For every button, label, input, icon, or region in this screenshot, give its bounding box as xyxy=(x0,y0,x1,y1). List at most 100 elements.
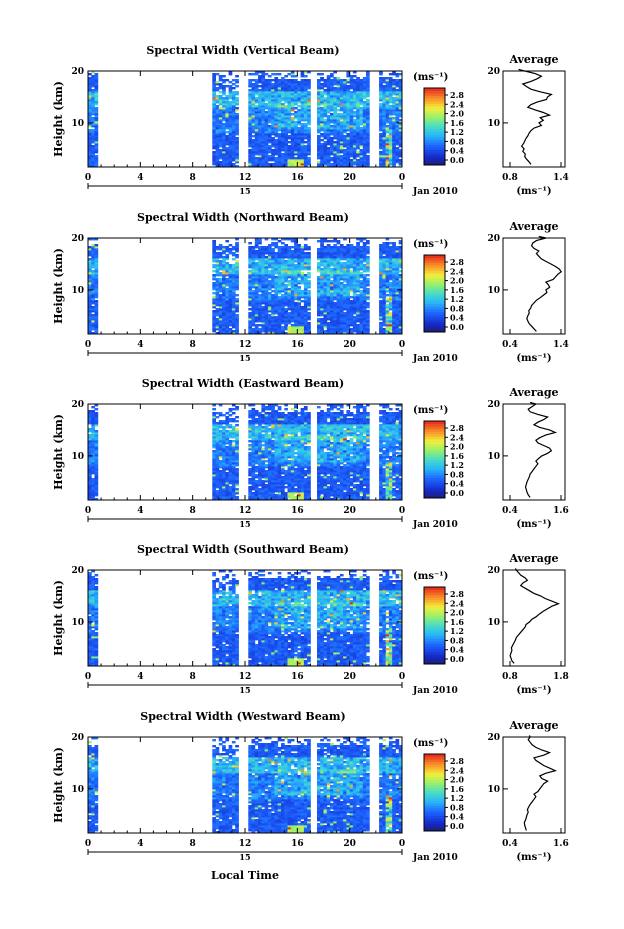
heatmap-cell xyxy=(303,310,308,313)
heatmap-cell xyxy=(366,145,370,148)
heatmap-cell xyxy=(297,143,301,146)
heatmap-cell xyxy=(290,165,295,168)
heatmap-cell xyxy=(228,131,233,134)
heatmap-cell xyxy=(287,163,292,166)
heatmap-cell xyxy=(225,137,230,140)
heatmap-cell xyxy=(333,262,337,265)
heatmap-cell xyxy=(225,149,230,152)
heatmap-cell xyxy=(218,133,223,136)
heatmap-cell xyxy=(212,244,216,247)
day-label: 15 xyxy=(239,353,250,363)
heatmap-cell xyxy=(346,107,351,110)
heatmap-cell xyxy=(94,103,99,106)
heatmap-cell xyxy=(398,133,403,136)
heatmap-cell xyxy=(222,139,226,142)
heatmap-cell xyxy=(352,81,357,84)
heatmap-cell xyxy=(228,157,233,160)
heatmap-cell xyxy=(294,332,298,335)
heatmap-cell xyxy=(254,280,259,283)
heatmap-cell xyxy=(254,91,259,94)
heatmap-cell xyxy=(330,248,334,251)
heatmap-cell xyxy=(94,83,99,86)
heatmap-cell xyxy=(395,75,400,78)
heatmap-cell xyxy=(366,109,370,112)
heatmap-cell xyxy=(215,278,220,281)
heatmap-cell xyxy=(379,151,383,154)
heatmap-cell xyxy=(235,139,239,142)
heatmap-cell xyxy=(235,248,239,251)
heatmap-cell xyxy=(303,308,308,311)
heatmap-cell xyxy=(251,141,256,144)
heatmap-cell xyxy=(254,71,259,74)
heatmap-cell xyxy=(261,99,266,102)
heatmap-cell xyxy=(94,278,99,281)
heatmap-cell xyxy=(346,119,351,122)
heatmap-cell xyxy=(264,248,269,251)
heatmap-cell xyxy=(218,262,223,265)
heatmap-cell xyxy=(359,83,364,86)
heatmap-cell xyxy=(248,111,252,114)
heatmap-cell xyxy=(320,322,324,325)
heatmap-cell xyxy=(294,244,298,247)
heatmap-cell xyxy=(225,298,230,301)
heatmap-cell xyxy=(254,93,259,96)
heatmap-cell xyxy=(323,143,328,146)
heatmap-cell xyxy=(330,330,334,333)
heatmap-cell xyxy=(385,77,390,80)
heatmap-cell xyxy=(218,254,223,257)
heatmap-cell xyxy=(330,103,334,106)
x-tick-label: 12 xyxy=(239,173,252,183)
heatmap-cell xyxy=(388,93,393,96)
heatmap-cell xyxy=(320,314,324,317)
heatmap-cell xyxy=(94,113,99,116)
heatmap-cell xyxy=(254,125,259,128)
heatmap-cell xyxy=(254,304,259,307)
heatmap-cell xyxy=(317,143,321,146)
heatmap-cell xyxy=(307,294,311,297)
heatmap-cell xyxy=(94,111,99,114)
heatmap-cell xyxy=(303,332,308,335)
heatmap-cell xyxy=(317,109,321,112)
heatmap-cell xyxy=(228,332,233,335)
heatmap-cell xyxy=(366,95,370,98)
heatmap-cell xyxy=(88,141,92,144)
heatmap-cell xyxy=(284,288,288,291)
heatmap-cell xyxy=(287,328,292,331)
heatmap-cell xyxy=(91,406,95,409)
heatmap-cell xyxy=(339,159,344,162)
heatmap-cell xyxy=(91,75,95,78)
heatmap-cell xyxy=(287,129,292,132)
heatmap-cell xyxy=(330,318,334,321)
heatmap-cell xyxy=(274,77,279,80)
heatmap-cell xyxy=(91,238,95,241)
heatmap-cell xyxy=(274,272,279,275)
heatmap-cell xyxy=(323,318,328,321)
heatmap-cell xyxy=(359,157,364,160)
heatmap-cell xyxy=(284,155,288,158)
heatmap-cell xyxy=(336,121,341,124)
heatmap-cell xyxy=(251,113,256,116)
heatmap-cell xyxy=(320,310,324,313)
heatmap-cell xyxy=(215,153,220,156)
heatmap-cell xyxy=(385,121,390,124)
heatmap-cell xyxy=(379,93,383,96)
heatmap-cell xyxy=(323,262,328,265)
heatmap-cell xyxy=(307,274,311,277)
heatmap-cell xyxy=(264,111,269,114)
heatmap-cell xyxy=(346,81,351,84)
heatmap-cell xyxy=(251,151,256,154)
heatmap-cell xyxy=(277,153,282,156)
heatmap-cell xyxy=(346,165,351,168)
heatmap-cell xyxy=(343,143,347,146)
heatmap-cell xyxy=(248,159,252,162)
heatmap-cell xyxy=(287,260,292,263)
heatmap-cell xyxy=(248,254,252,257)
heatmap-cell xyxy=(248,276,252,279)
heatmap-cell xyxy=(326,306,331,309)
colorbar-tick-label: 0.8 xyxy=(450,303,464,313)
heatmap-cell xyxy=(235,155,239,158)
heatmap-cell xyxy=(228,117,233,120)
heatmap-cell xyxy=(307,316,311,319)
heatmap-cell xyxy=(231,314,236,317)
heatmap-cell xyxy=(303,151,308,154)
